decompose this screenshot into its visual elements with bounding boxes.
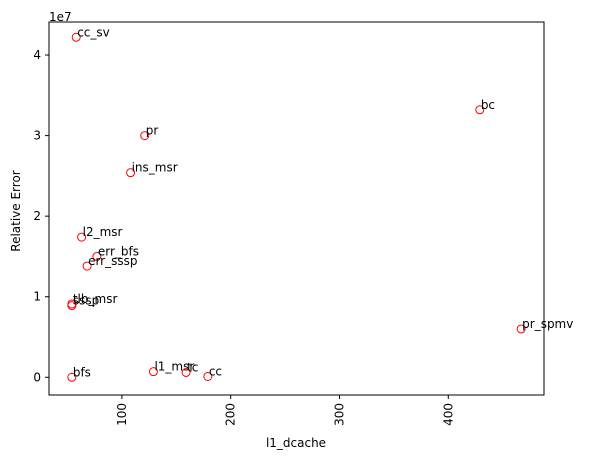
y-tick-label: 1 — [33, 290, 41, 304]
data-point — [67, 301, 77, 311]
point-label: pr_spmv — [522, 317, 573, 331]
data-point — [203, 371, 213, 381]
y-tick-label: 3 — [33, 129, 41, 143]
point-label: sssp — [73, 294, 99, 308]
point-label: err_sssp — [88, 254, 137, 268]
data-point — [71, 32, 81, 42]
data-point — [181, 367, 191, 377]
point-label: l2_msr — [83, 225, 123, 239]
point-label: pr — [146, 124, 159, 138]
point-label: cc_sv — [77, 25, 110, 39]
x-tick-label: 400 — [441, 403, 455, 426]
data-point — [82, 261, 92, 271]
data-point — [77, 232, 87, 242]
data-point — [516, 324, 526, 334]
x-axis-label: l1_dcache — [266, 436, 326, 450]
x-tick-label: 200 — [224, 403, 238, 426]
x-tick-label: 100 — [115, 403, 129, 426]
plot-frame — [48, 21, 545, 396]
data-point — [140, 131, 150, 141]
data-point — [92, 251, 102, 261]
data-point — [475, 105, 485, 115]
y-offset-label: 1e7 — [49, 10, 72, 24]
y-axis-label: Relative Error — [9, 170, 23, 252]
point-label: tlb_msr — [73, 292, 118, 306]
point-label: l1_msr — [154, 360, 194, 374]
point-label: bc — [481, 98, 495, 112]
point-label: err_bfs — [98, 244, 139, 258]
x-tick-label: 300 — [332, 403, 346, 426]
point-label: ins_msr — [132, 161, 178, 175]
y-tick-label: 2 — [33, 209, 41, 223]
data-point — [67, 372, 77, 382]
data-point — [148, 367, 158, 377]
y-tick-label: 0 — [33, 370, 41, 384]
y-tick-label: 4 — [33, 48, 41, 62]
point-label: bfs — [73, 365, 91, 379]
point-label: tc — [187, 360, 198, 374]
point-label: cc — [209, 364, 222, 378]
data-point — [126, 168, 136, 178]
